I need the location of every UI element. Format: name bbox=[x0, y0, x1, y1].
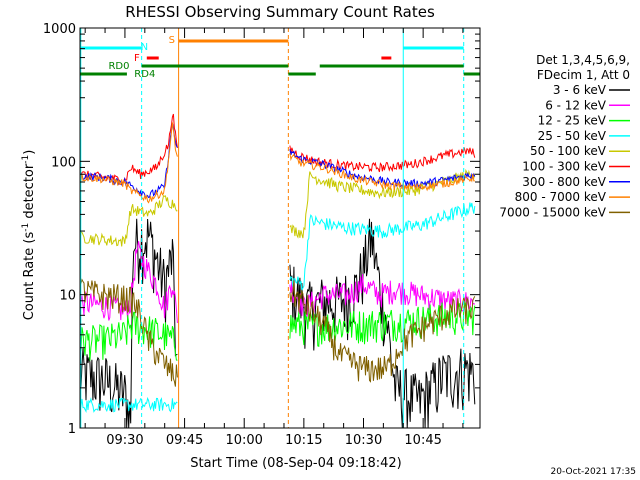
saa-flag-label: S bbox=[169, 35, 175, 46]
x-tick-label: 10:30 bbox=[345, 433, 382, 448]
legend-label: 6 - 12 keV bbox=[545, 98, 607, 112]
x-axis-label: Start Time (08-Sep-04 09:18:42) bbox=[190, 456, 401, 471]
legend-label: 3 - 6 keV bbox=[553, 83, 607, 97]
count-rate-chart: N S F RD0 RD4 09:30 09:45 10:00 10:15 10:30 10:45… bbox=[0, 0, 640, 480]
flare-flag-label: F bbox=[134, 53, 140, 64]
x-tick-label: 09:45 bbox=[166, 433, 203, 448]
y-tick-label: 1 bbox=[68, 422, 76, 437]
legend-label: 100 - 300 keV bbox=[522, 160, 606, 174]
legend-label: 300 - 800 keV bbox=[522, 175, 606, 189]
night-flag-label: N bbox=[141, 42, 148, 53]
legend-label: 7000 - 15000 keV bbox=[499, 205, 606, 219]
chart-title: RHESSI Observing Summary Count Rates bbox=[125, 3, 435, 21]
legend-header-line-2: FDecim 1, Att 0 bbox=[537, 68, 630, 82]
x-tick-label: 10:00 bbox=[225, 433, 262, 448]
x-tick-label: 10:45 bbox=[404, 433, 441, 448]
rd4-flag-label: RD4 bbox=[134, 69, 155, 80]
x-tick-label: 10:15 bbox=[285, 433, 322, 448]
timestamp: 20-Oct-2021 17:35 bbox=[551, 467, 636, 477]
x-tick-label: 09:30 bbox=[106, 433, 143, 448]
y-tick-label: 100 bbox=[51, 155, 76, 170]
legend-label: 800 - 7000 keV bbox=[515, 190, 607, 204]
legend-label: 12 - 25 keV bbox=[538, 114, 607, 128]
legend-header-line-1: Det 1,3,4,5,6,9, bbox=[536, 53, 630, 67]
y-axis-label: Count Rate (s-1 detector-1) bbox=[21, 150, 37, 321]
y-tick-label: 10 bbox=[59, 289, 76, 304]
y-tick-label: 1000 bbox=[43, 22, 76, 37]
rd0-flag-label: RD0 bbox=[108, 61, 129, 72]
legend-label: 25 - 50 keV bbox=[538, 129, 607, 143]
legend-label: 50 - 100 keV bbox=[530, 144, 607, 158]
